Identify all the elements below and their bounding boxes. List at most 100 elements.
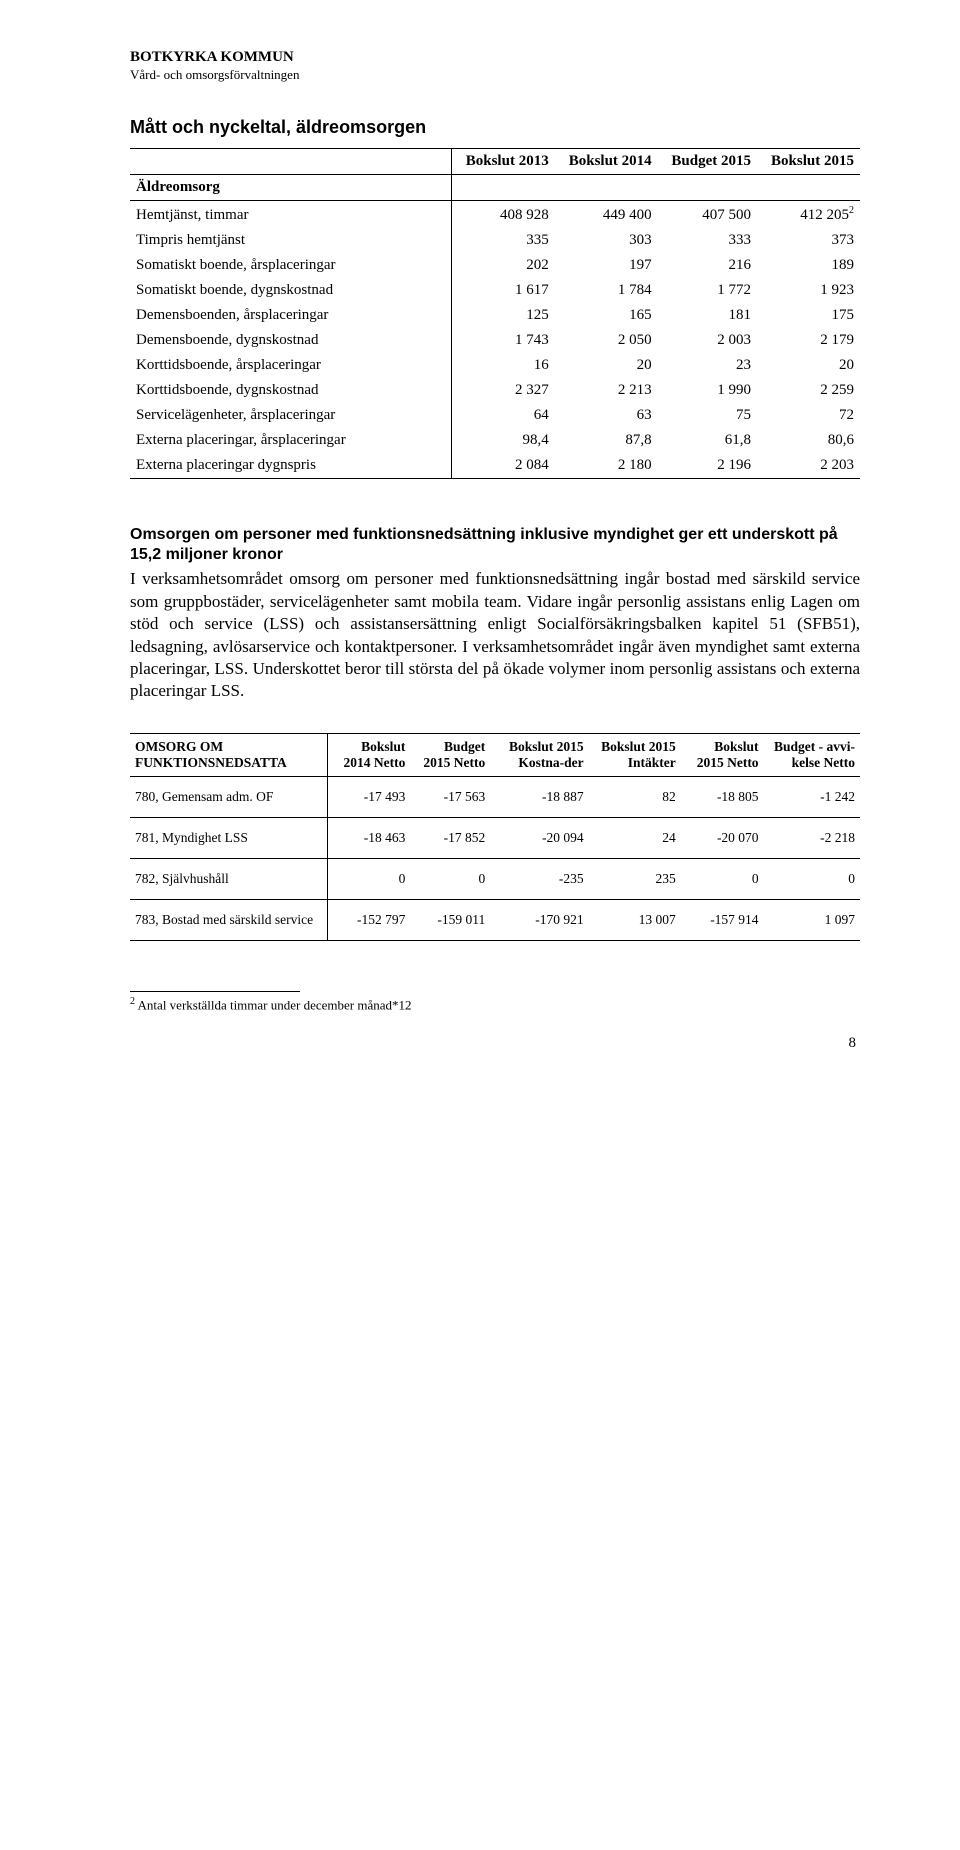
cell: -17 563 <box>410 776 490 817</box>
col-h: Bokslut 2014 Netto <box>327 733 410 776</box>
cell: 80,6 <box>757 428 860 453</box>
cell: 335 <box>451 228 555 253</box>
cell: -159 011 <box>410 899 490 940</box>
cell: 2 179 <box>757 328 860 353</box>
cell: 87,8 <box>555 428 658 453</box>
table-funktionsnedsatta: OMSORG OM FUNKTIONSNEDSATTA Bokslut 2014… <box>130 733 860 941</box>
row-label: Externa placeringar, årsplaceringar <box>130 428 451 453</box>
row-label: Demensboende, dygnskostnad <box>130 328 451 353</box>
cell: -18 805 <box>681 776 764 817</box>
cell: 2 259 <box>757 378 860 403</box>
cell: 1 097 <box>764 899 860 940</box>
cell: 0 <box>681 858 764 899</box>
cell: -18 463 <box>327 817 410 858</box>
cell: -157 914 <box>681 899 764 940</box>
table-row: Servicelägenheter, årsplaceringar6463757… <box>130 403 860 428</box>
col-h: Bokslut 2014 <box>555 148 658 174</box>
table-row: 780, Gemensam adm. OF-17 493-17 563 -18 8… <box>130 776 860 817</box>
cell: 2 084 <box>451 453 555 479</box>
cell: 20 <box>757 353 860 378</box>
body-paragraph: I verksamhetsområdet omsorg om personer … <box>130 568 860 703</box>
table-row: Timpris hemtjänst335303333373 <box>130 228 860 253</box>
cell: -235 <box>490 858 588 899</box>
cell: 189 <box>757 253 860 278</box>
cell: 0 <box>410 858 490 899</box>
cell: 202 <box>451 253 555 278</box>
row-label: 780, Gemensam adm. OF <box>130 776 327 817</box>
table-row: Externa placeringar dygnspris2 0842 1802… <box>130 453 860 479</box>
table-row: Korttidsboende, dygnskostnad2 3272 2131 … <box>130 378 860 403</box>
row-label: Demensboenden, årsplaceringar <box>130 303 451 328</box>
cell: -17 852 <box>410 817 490 858</box>
cell: 407 500 <box>658 200 757 228</box>
table-row: Demensboende, dygnskostnad1 7432 0502 00… <box>130 328 860 353</box>
col-h: Bokslut 2015 Intäkter <box>589 733 681 776</box>
cell: 1 772 <box>658 278 757 303</box>
table-row: 782, Självhushåll00-23523500 <box>130 858 860 899</box>
col-blank <box>130 148 451 174</box>
cell: 412 2052 <box>757 200 860 228</box>
col-h: Budget 2015 Netto <box>410 733 490 776</box>
footnote-separator <box>130 991 300 992</box>
col-h: Bokslut 2015 <box>757 148 860 174</box>
page: BOTKYRKA KOMMUN Vård- och omsorgsförvalt… <box>0 0 960 1082</box>
cell: 2 180 <box>555 453 658 479</box>
cell: 23 <box>658 353 757 378</box>
row-label: 781, Myndighet LSS <box>130 817 327 858</box>
cell: 2 050 <box>555 328 658 353</box>
cell: 0 <box>327 858 410 899</box>
table-row: 783, Bostad med särskild service-152 797… <box>130 899 860 940</box>
cell: -170 921 <box>490 899 588 940</box>
cell: 1 617 <box>451 278 555 303</box>
section-title-1: Mått och nyckeltal, äldreomsorgen <box>130 117 860 138</box>
col-h: Budget - avvi-kelse Netto <box>764 733 860 776</box>
row-label: 782, Självhushåll <box>130 858 327 899</box>
cell: -152 797 <box>327 899 410 940</box>
col-title: OMSORG OM FUNKTIONSNEDSATTA <box>130 733 327 776</box>
cell: 24 <box>589 817 681 858</box>
cell: -2 218 <box>764 817 860 858</box>
cell: -17 493 <box>327 776 410 817</box>
table-row: Somatiskt boende, årsplaceringar20219721… <box>130 253 860 278</box>
table-row: Demensboenden, årsplaceringar12516518117… <box>130 303 860 328</box>
page-number: 8 <box>130 1035 860 1052</box>
row-label: 783, Bostad med särskild service <box>130 899 327 940</box>
col-h: Budget 2015 <box>658 148 757 174</box>
cell: 175 <box>757 303 860 328</box>
cell: 2 196 <box>658 453 757 479</box>
cell: 1 923 <box>757 278 860 303</box>
cell: 72 <box>757 403 860 428</box>
cell: 13 007 <box>589 899 681 940</box>
cell: 64 <box>451 403 555 428</box>
cell: 2 213 <box>555 378 658 403</box>
row-label: Somatiskt boende, dygnskostnad <box>130 278 451 303</box>
cell: 0 <box>764 858 860 899</box>
table-aldreomsorg: Bokslut 2013 Bokslut 2014 Budget 2015 Bo… <box>130 148 860 479</box>
table-header-row: OMSORG OM FUNKTIONSNEDSATTA Bokslut 2014… <box>130 733 860 776</box>
cell: -20 094 <box>490 817 588 858</box>
cell: 449 400 <box>555 200 658 228</box>
row-label: Somatiskt boende, årsplaceringar <box>130 253 451 278</box>
header-dept: Vård- och omsorgsförvaltningen <box>130 67 860 83</box>
row-label: Korttidsboende, årsplaceringar <box>130 353 451 378</box>
cell: 408 928 <box>451 200 555 228</box>
cell: 333 <box>658 228 757 253</box>
cell: 216 <box>658 253 757 278</box>
cell: 20 <box>555 353 658 378</box>
cell: 16 <box>451 353 555 378</box>
row-label: Servicelägenheter, årsplaceringar <box>130 403 451 428</box>
cell: 1 990 <box>658 378 757 403</box>
table-row: 781, Myndighet LSS-18 463-17 852-20 0942… <box>130 817 860 858</box>
col-h: Bokslut 2015 Netto <box>681 733 764 776</box>
cell: 235 <box>589 858 681 899</box>
cell: 303 <box>555 228 658 253</box>
table-group-row: Äldreomsorg <box>130 174 860 200</box>
row-label: Externa placeringar dygnspris <box>130 453 451 479</box>
cell: 75 <box>658 403 757 428</box>
footnote: 2 Antal verkställda timmar under decembe… <box>130 996 860 1013</box>
table-row: Externa placeringar, årsplaceringar98,48… <box>130 428 860 453</box>
cell: 98,4 <box>451 428 555 453</box>
cell: -20 070 <box>681 817 764 858</box>
cell: 61,8 <box>658 428 757 453</box>
footnote-text: Antal verkställda timmar under december … <box>138 997 412 1012</box>
